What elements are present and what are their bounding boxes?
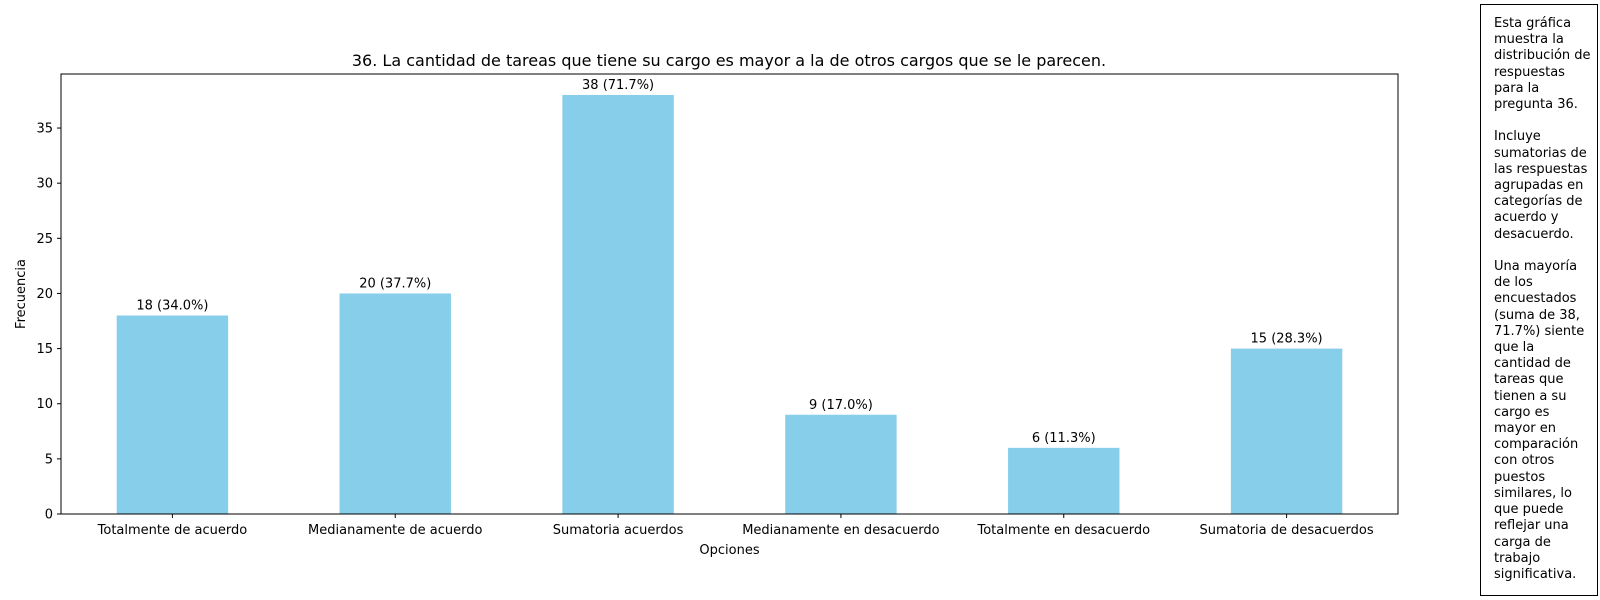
bar-chart: 36. La cantidad de tareas que tiene su c… [14,51,1399,558]
bar-value-label: 18 (34.0%) [136,299,208,314]
bar [116,315,229,514]
bar [1008,447,1120,514]
bars-layer: 18 (34.0%) 20 (37.7%) 38 (71.7%) 9 (17.0%) 6… [116,78,1343,514]
bar-value-label: 6 (11.3%) [1032,431,1096,446]
x-tick-label: Totalmente de acuerdo [97,523,248,538]
bar-value-label: 38 (71.7%) [582,78,654,93]
bar [339,293,451,514]
y-axis: 0 5 10 15 20 25 30 35 [36,122,61,523]
bar [1230,348,1343,514]
x-tick-label: Totalmente en desacuerdo [976,523,1150,538]
x-tick-label: Sumatoria de desacuerdos [1200,523,1374,538]
plot-frame [60,73,1399,515]
bar-value-label: 20 (37.7%) [359,276,431,291]
y-tick-label: 10 [36,397,53,412]
y-tick-label: 15 [36,342,53,357]
bar-value-label: 15 (28.3%) [1251,332,1323,347]
explanation-text: Esta gráfica muestra la distribución de … [1494,16,1591,582]
y-tick-label: 0 [45,508,53,523]
x-tick-label: Sumatoria acuerdos [553,523,684,538]
bar-value-label: 9 (17.0%) [809,398,873,413]
x-axis: Totalmente de acuerdo Medianamente de acu… [97,514,1374,538]
x-tick-label: Medianamente en desacuerdo [742,523,939,538]
bar [785,414,897,514]
y-tick-label: 30 [36,177,53,192]
x-tick-label: Medianamente de acuerdo [308,523,482,538]
y-tick-label: 25 [36,232,53,247]
bar [562,94,674,514]
explanation-box: Esta gráfica muestra la distribución de … [1480,4,1598,596]
y-tick-label: 20 [36,287,53,302]
y-tick-label: 35 [36,122,53,137]
y-tick-label: 5 [45,452,53,467]
chart-title: 36. La cantidad de tareas que tiene su c… [352,51,1106,70]
y-axis-label: Frecuencia [14,259,29,329]
x-axis-label: Opciones [699,543,759,558]
